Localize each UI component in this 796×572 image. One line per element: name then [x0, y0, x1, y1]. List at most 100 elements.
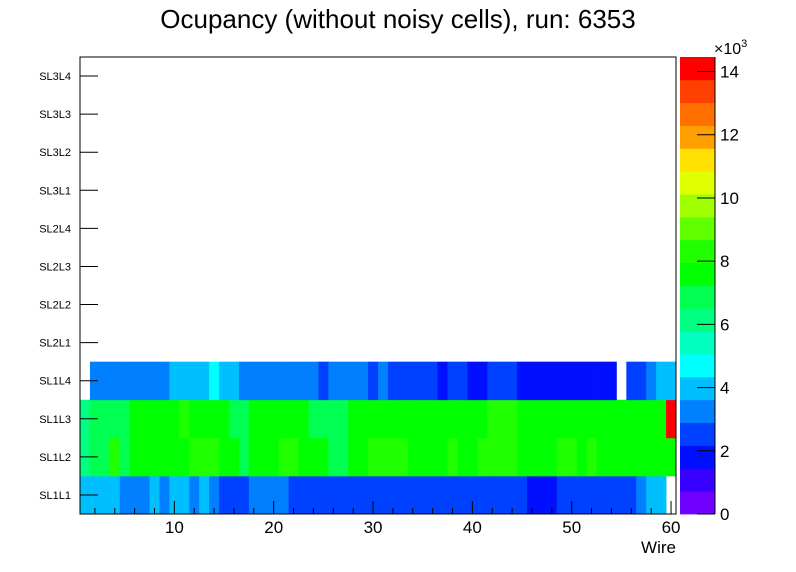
heatmap-cell	[397, 361, 409, 401]
heatmap-cell	[437, 361, 448, 401]
heatmap-cell	[348, 399, 359, 439]
heatmap-cell	[477, 475, 488, 515]
palette-tick-label: 12	[720, 126, 739, 145]
palette-tick-label: 2	[720, 442, 729, 461]
heatmap-cell	[447, 475, 458, 515]
heatmap-cell	[318, 475, 329, 515]
axes: SL1L1 SL1L2 SL1L3 SL1L4 SL2L1 SL2L2 SL2L3 SL2L4…	[39, 71, 680, 537]
x-tick-label: 50	[562, 518, 581, 537]
heatmap-cell	[646, 475, 657, 515]
heatmap-cell	[338, 399, 349, 439]
heatmap-cell	[536, 437, 548, 477]
heatmap-cell	[229, 475, 240, 515]
heatmap-cell	[487, 475, 498, 515]
heatmap-cell	[288, 399, 299, 439]
heatmap-cell	[586, 437, 597, 477]
heatmap-cell	[616, 475, 627, 515]
heatmap-cell	[209, 475, 220, 515]
heatmap-cell	[666, 361, 677, 401]
y-tick-label: SL2L1	[39, 338, 71, 350]
heatmap-cell	[378, 475, 389, 515]
heatmap-cell	[149, 361, 160, 401]
heatmap-cell	[606, 437, 617, 477]
palette-band	[680, 422, 715, 446]
palette-band	[680, 57, 715, 81]
heatmap-cell	[576, 475, 587, 515]
heatmap-cell	[109, 399, 121, 439]
heatmap-cell	[179, 475, 190, 515]
heatmap-cell	[149, 475, 160, 515]
heatmap-cell	[457, 399, 468, 439]
heatmap-cell	[626, 399, 637, 439]
heatmap-cell	[368, 399, 379, 439]
heatmap-cell	[576, 437, 587, 477]
heatmap-cell	[358, 361, 369, 401]
heatmap-cell	[527, 475, 538, 515]
heatmap-cell	[189, 475, 200, 515]
heatmap-cell	[387, 399, 399, 439]
heatmap-cell	[258, 475, 270, 515]
heatmap-cell	[358, 475, 369, 515]
heatmap-cell	[358, 399, 369, 439]
heatmap-cell	[189, 437, 200, 477]
heatmap-cell	[536, 361, 548, 401]
heatmap-cell	[328, 475, 339, 515]
heatmap-cell	[298, 399, 309, 439]
heatmap-cell	[517, 361, 528, 401]
heatmap-cell	[497, 361, 508, 401]
heatmap-cell	[229, 399, 240, 439]
heatmap-cell	[298, 437, 309, 477]
palette-band	[680, 102, 715, 126]
y-tick-label: SL3L2	[39, 147, 71, 159]
heatmap-cell	[179, 399, 190, 439]
heatmap-cell	[298, 361, 309, 401]
palette-band	[680, 331, 715, 355]
palette-band	[680, 399, 715, 423]
heatmap-cell	[308, 399, 319, 439]
heatmap-cell	[507, 399, 518, 439]
heatmap-cell	[507, 475, 518, 515]
heatmap-cell	[417, 437, 429, 477]
y-tick-label: SL3L4	[39, 71, 71, 83]
palette-band	[680, 491, 715, 515]
heatmap-cell	[268, 399, 280, 439]
heatmap-cell	[417, 361, 429, 401]
heatmap-cell	[119, 361, 131, 401]
heatmap-cell	[288, 437, 299, 477]
heatmap-cell	[169, 437, 180, 477]
heatmap-cell	[288, 361, 299, 401]
heatmap-cell	[527, 437, 538, 477]
heatmap-cell	[507, 361, 518, 401]
heatmap-cell	[606, 475, 617, 515]
y-tick-label: SL2L4	[39, 223, 71, 235]
heatmap-cell	[397, 399, 409, 439]
heatmap-cell	[497, 475, 508, 515]
heatmap-cell	[457, 437, 468, 477]
y-tick-label: SL2L2	[39, 300, 71, 312]
heatmap-cell	[268, 361, 280, 401]
heatmap-cell	[606, 399, 617, 439]
palette-band	[680, 171, 715, 195]
heatmap-cell	[268, 437, 280, 477]
heatmap-cell	[169, 361, 180, 401]
heatmap-cell	[397, 475, 409, 515]
heatmap-cell	[427, 361, 438, 401]
heatmap-cell	[169, 475, 180, 515]
heatmap-cell	[308, 475, 319, 515]
heatmap-cell	[139, 475, 150, 515]
heatmap-cell	[586, 399, 597, 439]
heatmap-cell	[348, 437, 359, 477]
heatmap-cell	[139, 437, 150, 477]
color-palette: 0 2 4 6 8 10 12 14	[680, 57, 739, 524]
heatmap-cell	[109, 475, 121, 515]
heatmap-cells	[80, 361, 677, 515]
x-tick-label: 30	[364, 518, 383, 537]
heatmap-cell	[179, 437, 190, 477]
heatmap-cell	[278, 437, 289, 477]
heatmap-cell	[447, 437, 458, 477]
heatmap-cell	[109, 361, 121, 401]
heatmap-cell	[467, 437, 478, 477]
palette-band	[680, 262, 715, 286]
palette-band	[680, 376, 715, 401]
